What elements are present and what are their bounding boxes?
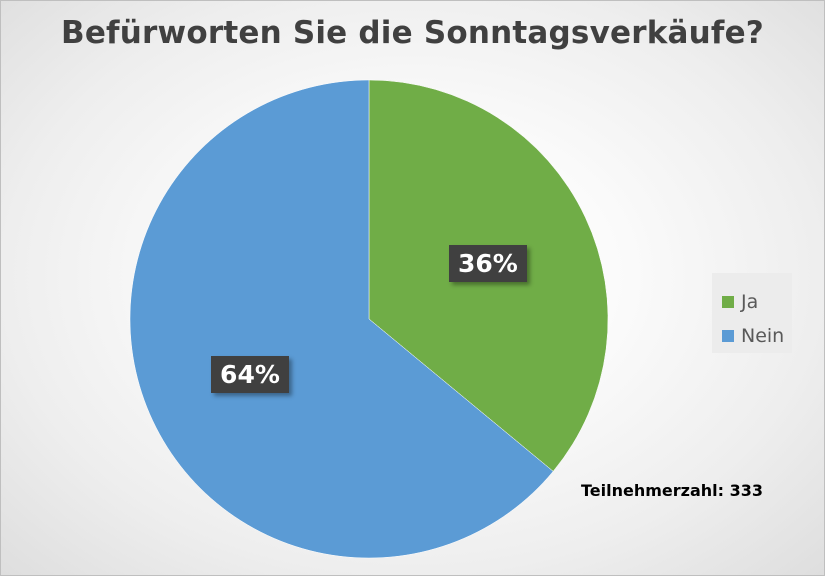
pie-slice-nein: [129, 79, 554, 559]
legend-swatch-nein: [722, 330, 734, 342]
legend-item-nein: Nein: [722, 319, 792, 353]
legend-label-nein: Nein: [741, 325, 785, 347]
data-label-ja: 36%: [448, 244, 527, 282]
legend-label-ja: Ja: [741, 291, 759, 313]
participant-count: Teilnehmerzahl: 333: [581, 481, 764, 500]
data-label-nein: 64%: [211, 356, 289, 394]
legend-swatch-ja: [722, 296, 734, 308]
legend: Ja Nein: [712, 273, 792, 353]
chart-title: Befürworten Sie die Sonntagsverkäufe?: [61, 15, 764, 51]
legend-item-ja: Ja: [722, 285, 792, 319]
